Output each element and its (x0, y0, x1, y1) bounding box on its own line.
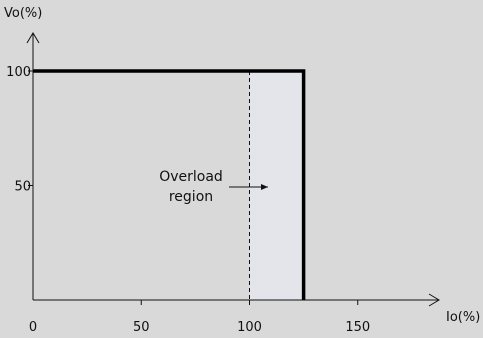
y-tick-label-100: 100 (6, 65, 31, 80)
x-tick-label-150: 150 (345, 320, 370, 335)
x-axis-arrow-icon (428, 293, 440, 307)
annotation-line-2: region (169, 189, 213, 205)
output-voltage-curve (33, 69, 306, 300)
overload-shaded-region (249, 71, 304, 300)
x-tick-label-50: 50 (133, 320, 150, 335)
y-axis-label: Vo(%) (4, 6, 42, 21)
x-tick-label-100: 100 (237, 320, 262, 335)
y-axis-arrow-icon (26, 32, 40, 44)
y-tick-label-50: 50 (14, 180, 31, 195)
x-axis-label: Io(%) (446, 310, 480, 325)
x-tick-label-0: 0 (29, 320, 37, 335)
annotation-line-1: Overload (159, 169, 223, 185)
